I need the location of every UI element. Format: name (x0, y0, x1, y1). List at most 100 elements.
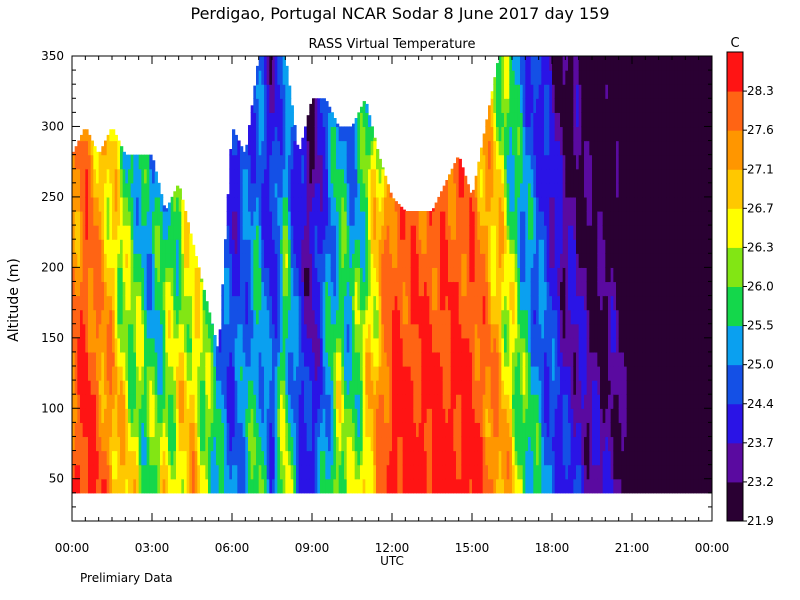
heatmap-cell (264, 267, 268, 283)
heatmap-cell (376, 309, 380, 325)
heatmap-cell (264, 253, 268, 268)
heatmap-cell (362, 478, 366, 494)
heatmap-cell (552, 295, 556, 311)
heatmap-cell (480, 351, 484, 367)
heatmap-cell (440, 211, 444, 226)
heatmap-cell (272, 267, 276, 283)
heatmap-cell (200, 380, 204, 395)
heatmap-cell (136, 366, 140, 381)
heatmap-cell (568, 323, 572, 339)
heatmap-cell (112, 408, 116, 423)
heatmap-cell (472, 253, 476, 268)
heatmap-cell (90, 168, 94, 184)
heatmap-cell (584, 309, 588, 325)
heatmap-cell (520, 351, 524, 367)
heatmap-cell (317, 253, 321, 268)
heatmap-cell (178, 281, 182, 297)
heatmap-cell (245, 422, 249, 438)
heatmap-cell (282, 182, 286, 198)
heatmap-cell (77, 323, 81, 339)
heatmap-cell (157, 182, 161, 198)
heatmap-cell (306, 323, 310, 339)
heatmap-cell (285, 323, 289, 339)
heatmap-cell (530, 126, 534, 142)
heatmap-cell (314, 126, 318, 142)
heatmap-cell (125, 366, 129, 381)
heatmap-cell (586, 84, 590, 99)
heatmap-cell (114, 295, 118, 311)
heatmap-cell (336, 323, 340, 339)
heatmap-cell (165, 436, 169, 452)
heatmap-cell (530, 239, 534, 254)
heatmap-cell (330, 337, 334, 353)
heatmap-cell (482, 408, 486, 423)
heatmap-cell (517, 126, 521, 142)
heatmap-cell (216, 422, 220, 438)
heatmap-cell (146, 211, 150, 226)
heatmap-cell (170, 478, 174, 494)
heatmap-cell (378, 253, 382, 268)
heatmap-cell (176, 394, 180, 409)
heatmap-cell (546, 295, 550, 311)
heatmap-cell (280, 408, 284, 423)
heatmap-cell (360, 168, 364, 184)
heatmap-cell (328, 126, 332, 142)
heatmap-cell (570, 337, 574, 353)
heatmap-cell (229, 168, 233, 184)
heatmap-cell (85, 309, 89, 325)
heatmap-cell (445, 478, 449, 494)
heatmap-cell (149, 253, 153, 268)
heatmap-cell (432, 436, 436, 452)
heatmap-cell (338, 168, 342, 184)
heatmap-cell (240, 239, 244, 254)
heatmap-cell (274, 56, 278, 71)
heatmap-cell (330, 140, 334, 156)
heatmap-cell (565, 140, 569, 156)
heatmap-cell (370, 408, 374, 423)
heatmap-cell (346, 154, 350, 170)
heatmap-cell (461, 281, 465, 297)
heatmap-cell (525, 323, 529, 339)
heatmap-cell (74, 323, 78, 339)
heatmap-cell (418, 309, 422, 325)
heatmap-cell (314, 98, 318, 113)
heatmap-cell (424, 478, 428, 494)
heatmap-cell (261, 168, 265, 184)
heatmap-cell (448, 211, 452, 226)
heatmap-cell (304, 464, 308, 480)
heatmap-cell (525, 98, 529, 113)
heatmap-cell (258, 70, 262, 85)
heatmap-cell (168, 281, 172, 297)
heatmap-cell (165, 351, 169, 367)
heatmap-cell (317, 239, 321, 254)
heatmap-cell (322, 126, 326, 142)
heatmap-cell (592, 394, 596, 409)
heatmap-cell (341, 211, 345, 226)
heatmap-cell (288, 366, 292, 381)
heatmap-cell (573, 309, 577, 325)
heatmap-cell (314, 380, 318, 395)
heatmap-cell (90, 478, 94, 494)
heatmap-cell (309, 450, 313, 466)
heatmap-cell (301, 211, 305, 226)
heatmap-cell (178, 366, 182, 381)
heatmap-cell (514, 126, 518, 142)
heatmap-cell (314, 281, 318, 297)
heatmap-cell (112, 267, 116, 283)
heatmap-cell (474, 366, 478, 381)
heatmap-cell (576, 351, 580, 367)
heatmap-cell (554, 56, 558, 71)
heatmap-cell (296, 394, 300, 409)
heatmap-cell (461, 267, 465, 283)
heatmap-cell (322, 168, 326, 184)
heatmap-cell (432, 281, 436, 297)
heatmap-cell (256, 478, 260, 494)
heatmap-cell (482, 337, 486, 353)
heatmap-cell (197, 366, 201, 381)
heatmap-cell (370, 196, 374, 212)
heatmap-cell (522, 366, 526, 381)
heatmap-cell (477, 464, 481, 480)
heatmap-cell (557, 239, 561, 254)
heatmap-cell (160, 380, 164, 395)
heatmap-cell (381, 380, 385, 395)
